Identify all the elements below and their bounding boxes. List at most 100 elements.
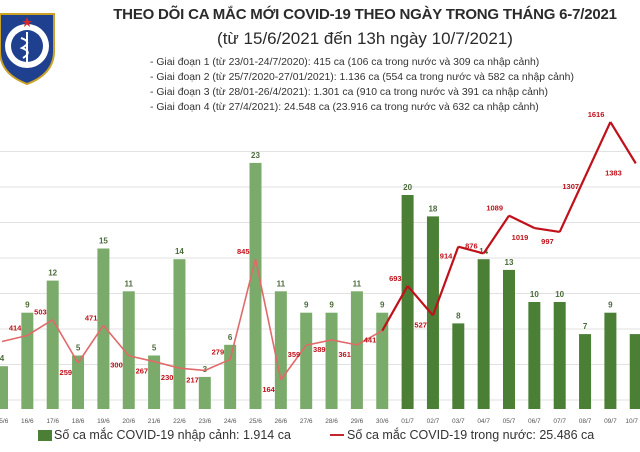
bar-value-label: 9 xyxy=(329,301,334,310)
line-value-label: 876 xyxy=(465,241,478,250)
line-segment xyxy=(77,324,105,364)
bar xyxy=(0,366,8,409)
bar-value-label: 5 xyxy=(152,344,157,353)
line-value-label: 414 xyxy=(9,323,22,332)
line-value-label: 441 xyxy=(364,336,377,345)
bar-value-label: 9 xyxy=(380,301,385,310)
line-segment xyxy=(102,324,130,357)
line-value-label: 217 xyxy=(186,375,199,384)
phase-note: - Giai đoạn 3 (từ 28/01-26/4/2021): 1.30… xyxy=(150,87,548,98)
bar-value-label: 13 xyxy=(505,258,514,267)
bar-value-label: 11 xyxy=(353,279,362,288)
x-tick-label: 04/7 xyxy=(477,418,490,425)
bar-value-label: 10 xyxy=(555,290,564,299)
legend-line-swatch xyxy=(330,434,344,436)
bar xyxy=(224,344,237,409)
x-tick-label: 27/6 xyxy=(300,418,313,425)
x-tick-label: 20/6 xyxy=(122,418,135,425)
line-segment xyxy=(153,360,180,369)
line-segment xyxy=(458,245,484,255)
line-segment xyxy=(482,214,510,255)
bar-value-label: 18 xyxy=(428,204,437,213)
line-segment xyxy=(356,329,383,346)
line-value-label: 845 xyxy=(237,247,250,256)
line-segment xyxy=(331,339,358,346)
phase-note: - Giai đoạn 2 (từ 25/7/2020-27/01/2021):… xyxy=(150,72,574,83)
bar-value-label: 20 xyxy=(403,183,412,192)
bar-value-label: 23 xyxy=(251,151,260,160)
line-segment xyxy=(306,339,332,347)
bar-value-label: 3 xyxy=(203,365,208,374)
phase-note: - Giai đoạn 1 (từ 23/01-24/7/2020): 415 … xyxy=(150,57,540,68)
bar-value-label: 14 xyxy=(175,247,184,256)
line-value-label: 503 xyxy=(34,308,47,317)
bar-value-label: 4 xyxy=(0,354,5,363)
x-tick-label: 18/6 xyxy=(72,418,85,425)
bar xyxy=(122,291,135,409)
line-value-label: 300 xyxy=(110,361,123,370)
bar xyxy=(249,162,262,409)
legend-bar-swatch xyxy=(38,429,52,441)
bar-value-label: 6 xyxy=(228,333,233,342)
line-segment xyxy=(179,367,205,372)
x-tick-label: 24/6 xyxy=(224,418,237,425)
ministry-of-health-logo xyxy=(0,6,62,86)
x-tick-label: 26/6 xyxy=(275,418,288,425)
bar xyxy=(604,312,617,409)
bar-value-label: 15 xyxy=(99,237,108,246)
line-value-label: 471 xyxy=(85,313,98,322)
chart-subtitle: (từ 15/6/2021 đến 13h ngày 10/7/2021) xyxy=(217,29,513,48)
line-value-label: 997 xyxy=(541,237,554,246)
legend-bar-label: Số ca mắc COVID-19 nhập cảnh: 1.914 ca xyxy=(54,428,291,442)
bar xyxy=(503,269,515,409)
bar xyxy=(97,248,110,409)
bar xyxy=(553,302,566,409)
line-value-label: 1307 xyxy=(562,182,579,191)
line-value-label: 1383 xyxy=(605,168,622,177)
x-tick-label: 16/6 xyxy=(21,418,34,425)
bar xyxy=(46,280,59,409)
line-segment xyxy=(508,214,535,230)
line-value-label: 259 xyxy=(60,368,73,377)
legend-item-bar: Số ca mắc COVID-19 nhập cảnh: 1.914 ca xyxy=(38,428,318,442)
x-tick-label: 21/6 xyxy=(148,418,161,425)
line-segment xyxy=(431,246,460,316)
bar-value-label: 9 xyxy=(304,301,309,310)
x-tick-label: 09/7 xyxy=(604,418,617,425)
line-value-label: 693 xyxy=(389,274,402,283)
bar xyxy=(274,291,287,409)
line-segment xyxy=(534,226,560,234)
x-tick-label: 19/6 xyxy=(97,418,110,425)
x-tick-label: 07/7 xyxy=(553,418,566,425)
bar-value-label: 9 xyxy=(608,301,613,310)
x-tick-label: 01/7 xyxy=(401,418,414,425)
line-segment xyxy=(229,258,257,360)
x-tick-label: 17/6 xyxy=(46,418,59,425)
x-tick-label: 29/6 xyxy=(351,418,364,425)
line-value-label: 527 xyxy=(414,320,427,329)
bar-value-label: 12 xyxy=(48,269,57,278)
bar xyxy=(325,312,338,409)
bar xyxy=(148,355,161,409)
line-value-label: 1019 xyxy=(512,233,529,242)
line-segment xyxy=(1,334,28,343)
bar xyxy=(452,323,465,409)
x-tick-label: 05/7 xyxy=(503,418,516,425)
line-segment xyxy=(254,258,282,381)
legend-item-line: Số ca mắc COVID-19 trong nước: 25.486 ca xyxy=(330,428,635,442)
legend-line-label: Số ca mắc COVID-19 trong nước: 25.486 ca xyxy=(347,428,595,442)
line-segment xyxy=(280,344,307,381)
bar xyxy=(300,312,313,409)
bar xyxy=(477,259,490,409)
x-tick-label: 23/6 xyxy=(198,418,211,425)
x-tick-label: 03/7 xyxy=(452,418,465,425)
bar xyxy=(579,334,592,409)
line-value-label: 230 xyxy=(161,373,174,382)
bar-value-label: 11 xyxy=(277,279,286,288)
line-segment xyxy=(128,354,155,363)
x-tick-label: 30/6 xyxy=(376,418,389,425)
line-value-label: 164 xyxy=(262,385,275,394)
phase-notes: - Giai đoạn 1 (từ 23/01-24/7/2020): 415 … xyxy=(150,55,636,115)
line-value-label: 389 xyxy=(313,345,326,354)
